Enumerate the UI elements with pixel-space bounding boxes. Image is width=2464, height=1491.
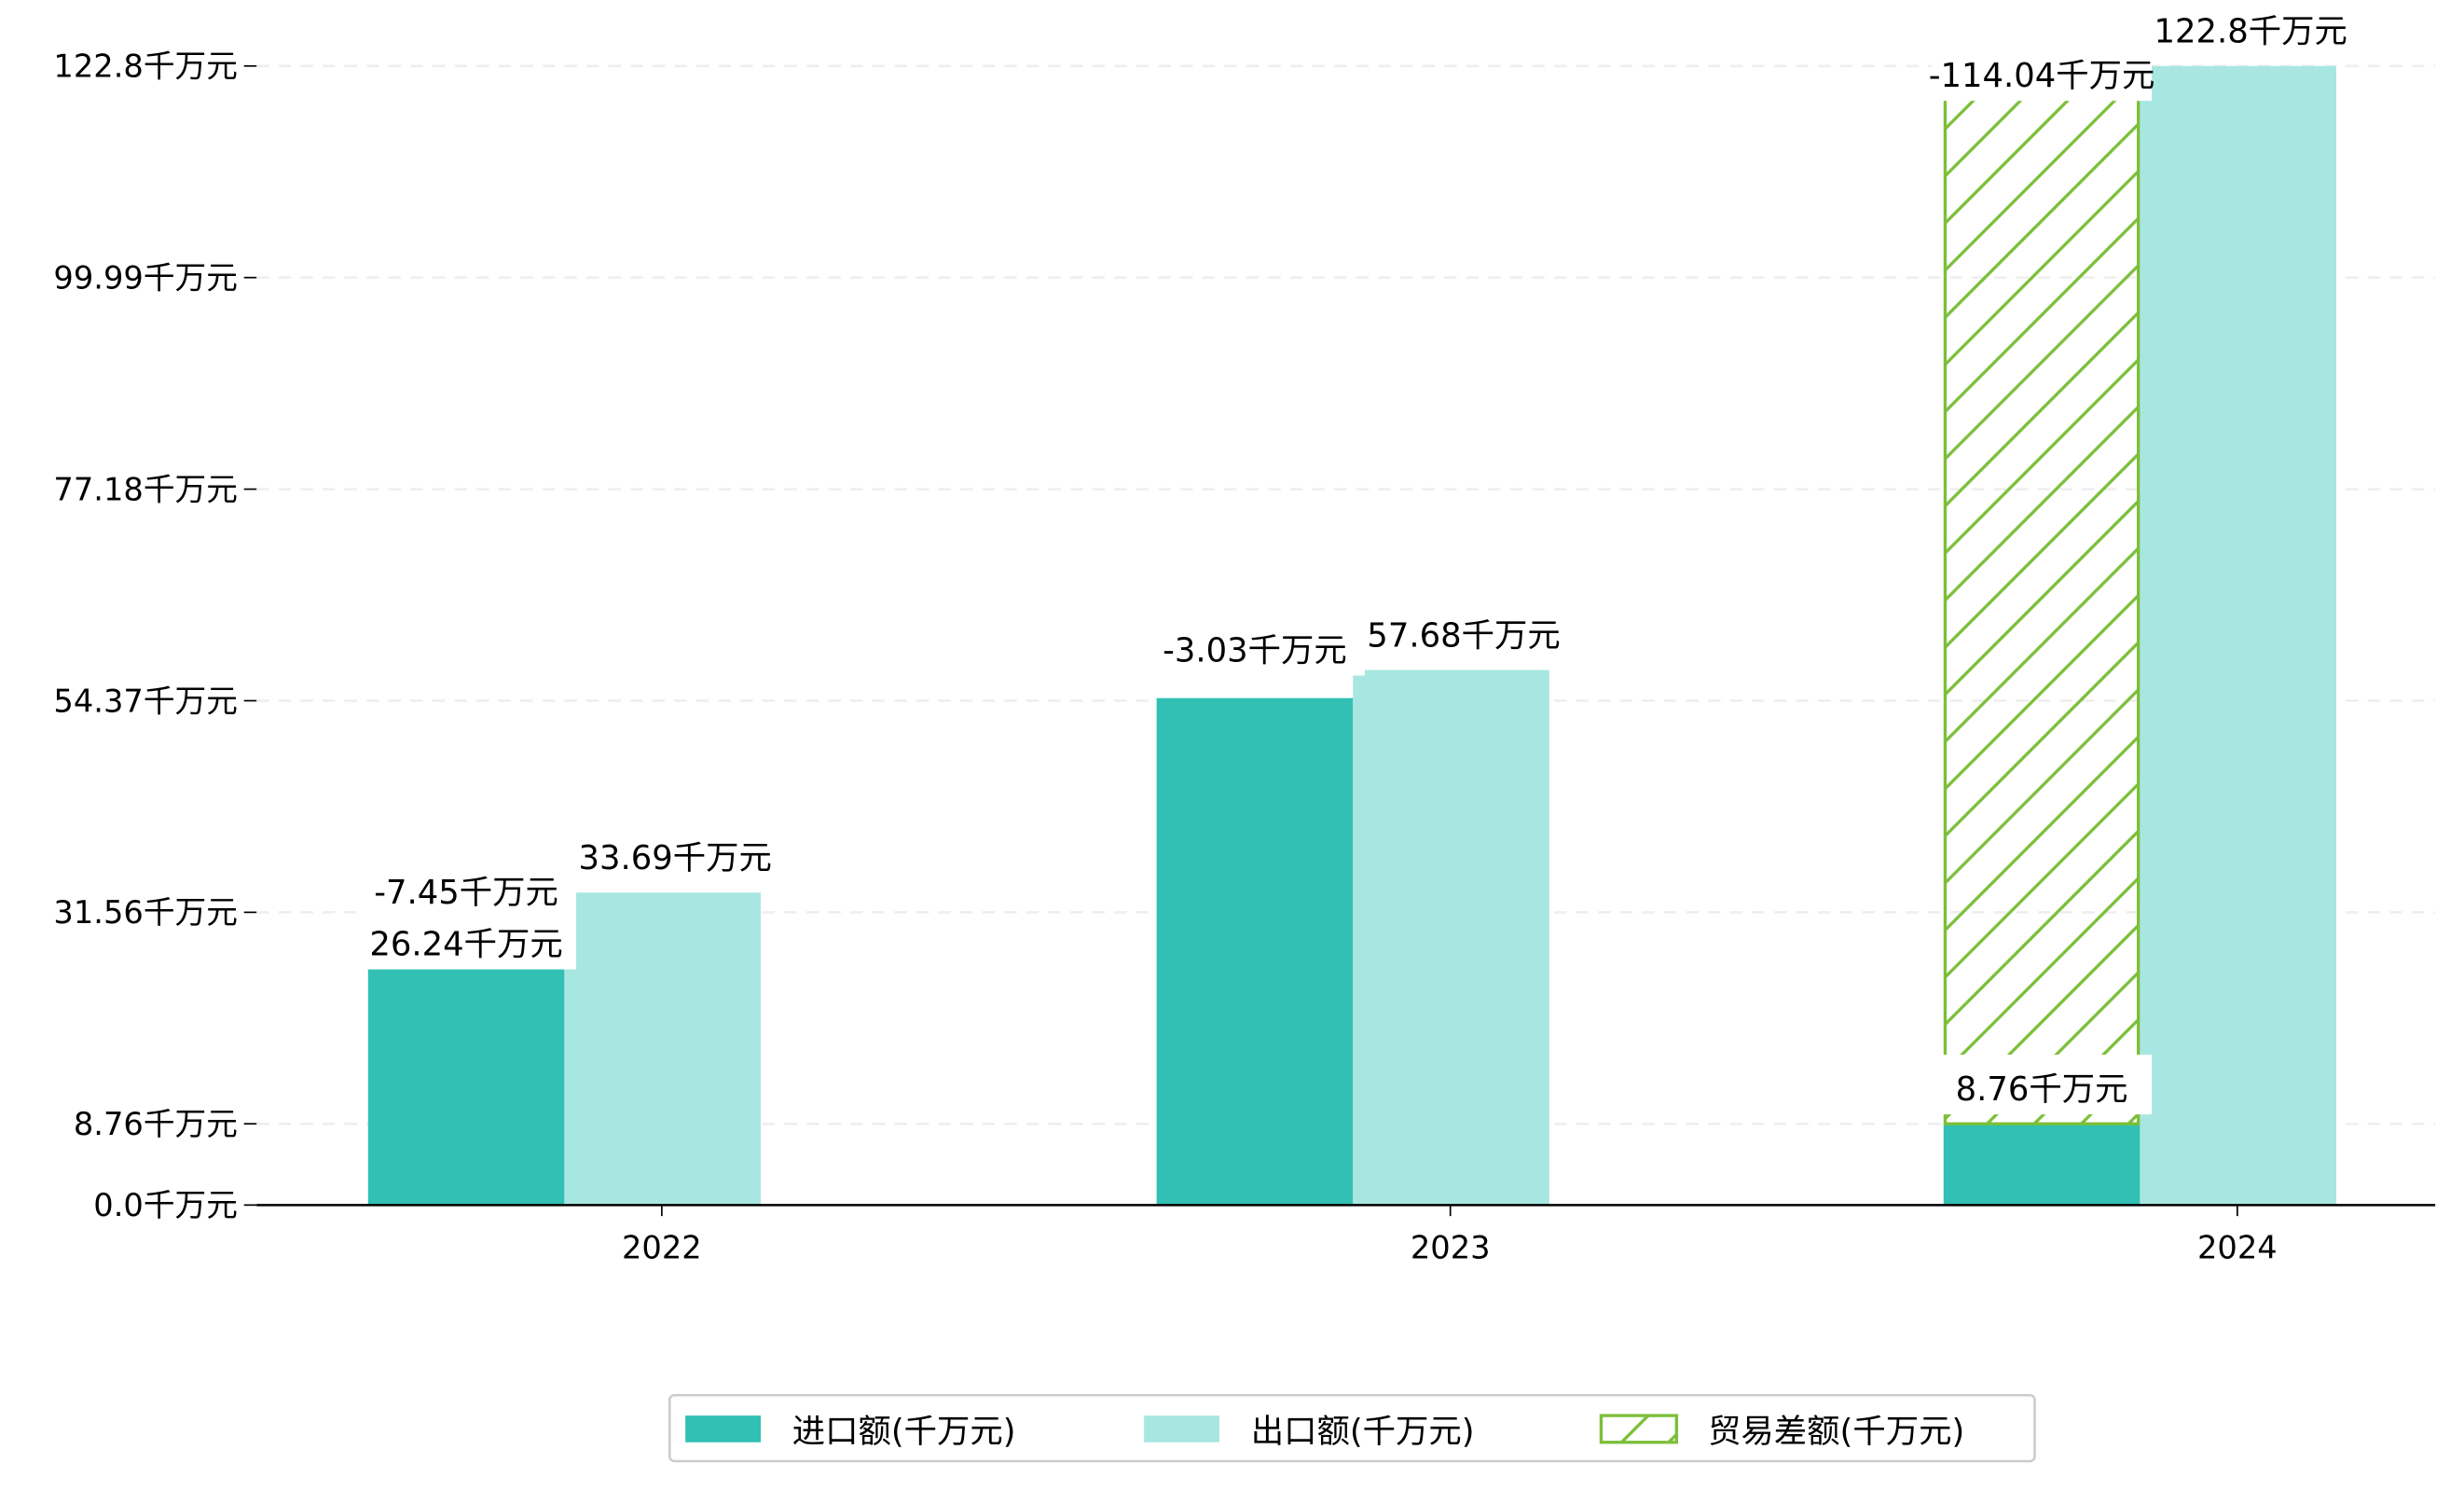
- trade-balance-bar: [1943, 96, 2141, 1125]
- x-tick-label: 2024: [2197, 1230, 2278, 1266]
- label-background: [356, 909, 577, 970]
- export-label: 33.69千万元: [578, 839, 771, 877]
- export-label: 57.68千万元: [1367, 616, 1560, 655]
- y-tick-label: 54.37千万元: [53, 683, 238, 719]
- legend-box: [668, 1393, 2036, 1463]
- import-bar: [1943, 1124, 2141, 1206]
- axes: 0.0千万元 8.76千万元 31.56千万元 54.37千万元 77.18千万元 99.…: [53, 48, 2436, 1266]
- trade-balance-label: -7.45千万元: [374, 874, 558, 912]
- y-tick-label: 122.8千万元: [53, 48, 238, 85]
- import-label: 26.24千万元: [369, 925, 562, 963]
- label-background: [1932, 1055, 2153, 1115]
- legend-label: 贸易差额(千万元): [1708, 1413, 1964, 1451]
- label-background: [565, 823, 786, 884]
- export-bar: [564, 892, 762, 1206]
- bars: [367, 65, 2337, 1206]
- import-bar: [367, 961, 565, 1206]
- legend-swatch-1: [1144, 1415, 1220, 1443]
- y-tick-label: 77.18千万元: [53, 471, 238, 507]
- label-background: [1144, 615, 1365, 676]
- trade-balance-label: -3.03千万元: [1163, 631, 1347, 670]
- legend-swatch-0: [685, 1415, 762, 1443]
- trade-balance-label: -114.04千万元: [1929, 57, 2155, 95]
- x-tick-label: 2023: [1411, 1230, 1491, 1266]
- y-tick-label: 99.99千万元: [53, 259, 238, 296]
- export-bar: [2140, 65, 2337, 1206]
- import-label: 8.76千万元: [1956, 1070, 2128, 1109]
- label-background: [1354, 601, 1574, 661]
- export-bar: [1353, 670, 1549, 1206]
- y-tick-label: 0.0千万元: [93, 1187, 238, 1223]
- import-bar: [1156, 697, 1354, 1206]
- data-labels: -7.45千万元 26.24千万元 33.69千万元 -3.03千万元 57.68千万元…: [356, 0, 2361, 1115]
- label-background: [1932, 41, 2153, 102]
- legend-swatch-2: [1599, 1414, 1679, 1444]
- label-background: [2141, 0, 2361, 57]
- legend-label: 出口额(千万元): [1251, 1413, 1475, 1451]
- x-tick-label: 2022: [622, 1230, 702, 1266]
- y-tick-label: 8.76千万元: [74, 1106, 238, 1142]
- legend: 进口额(千万元) 出口额(千万元) 贸易差额(千万元): [668, 1393, 2036, 1463]
- y-tick-label: 31.56千万元: [53, 894, 238, 931]
- export-label: 122.8千万元: [2154, 12, 2347, 50]
- legend-label: 进口额(千万元): [792, 1413, 1016, 1451]
- label-background: [356, 857, 577, 918]
